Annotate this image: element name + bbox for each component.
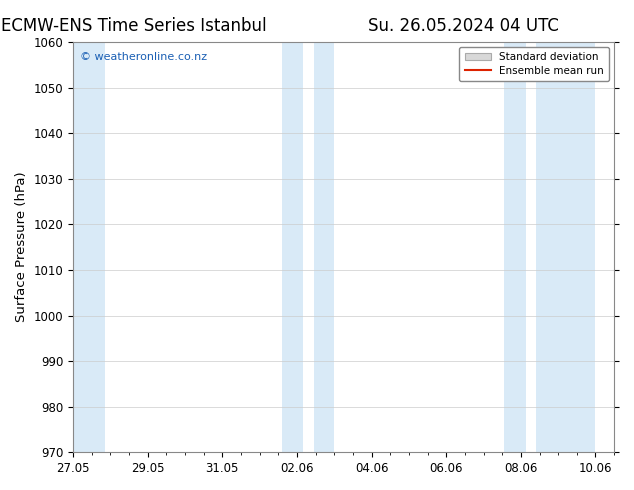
Bar <box>536 42 595 452</box>
Bar <box>504 42 526 452</box>
Bar <box>73 42 105 452</box>
Text: ECMW-ENS Time Series Istanbul: ECMW-ENS Time Series Istanbul <box>1 17 266 35</box>
Bar <box>282 42 302 452</box>
Y-axis label: Surface Pressure (hPa): Surface Pressure (hPa) <box>15 172 28 322</box>
Legend: Standard deviation, Ensemble mean run: Standard deviation, Ensemble mean run <box>460 47 609 81</box>
Text: Su. 26.05.2024 04 UTC: Su. 26.05.2024 04 UTC <box>368 17 559 35</box>
Bar <box>314 42 334 452</box>
Text: © weatheronline.co.nz: © weatheronline.co.nz <box>79 52 207 62</box>
